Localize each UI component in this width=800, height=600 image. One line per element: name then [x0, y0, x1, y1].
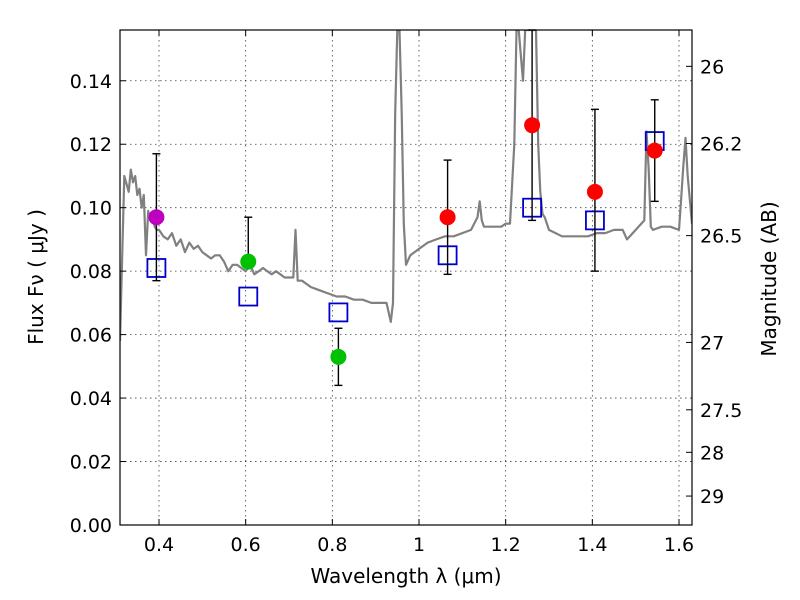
y-tick-label: 0.10	[70, 198, 112, 220]
photometry-point	[586, 183, 603, 200]
model-square-point	[328, 302, 349, 323]
model-square-point	[238, 286, 259, 307]
photometry-point	[148, 209, 165, 226]
mag-tick-label: 26	[700, 56, 724, 78]
tick-labels: 0.4 0.6 0.8 1 1.2 1.4 1.6 0.00 0.02 0.04 0.06 0.08 0…	[70, 56, 743, 556]
y-axis-label: Flux Fν ( μJy )	[24, 209, 48, 345]
y-tick-label: 0.00	[70, 515, 112, 537]
y-axis-right-label: Magnitude (AB)	[757, 201, 781, 356]
mag-tick-label: 26.5	[700, 226, 742, 248]
y-tick-label: 0.06	[70, 325, 112, 347]
x-tick-label: 0.8	[317, 534, 347, 556]
x-tick-label: 1	[413, 534, 425, 556]
model-spectrum-line	[120, 30, 692, 342]
x-tick-label: 0.6	[231, 534, 261, 556]
x-axis-label: Wavelength λ (μm)	[310, 564, 501, 588]
mag-tick-label: 29	[700, 486, 724, 508]
x-tick-label: 0.4	[144, 534, 174, 556]
y-tick-label: 0.14	[70, 71, 112, 93]
plot-frame	[119, 29, 693, 526]
photometry-point	[439, 209, 456, 226]
y-tick-label: 0.08	[70, 261, 112, 283]
y-tick-label: 0.02	[70, 452, 112, 474]
photometry-point	[646, 142, 663, 159]
mag-tick-label: 26.2	[700, 134, 742, 156]
x-tick-label: 1.6	[664, 534, 694, 556]
photometry-point	[524, 117, 541, 134]
axis-ticks	[120, 30, 692, 526]
y-tick-label: 0.04	[70, 388, 112, 410]
spectrum-layer	[120, 30, 692, 342]
data-points-layer	[146, 29, 665, 387]
x-tick-label: 1.2	[491, 534, 521, 556]
mag-tick-label: 27.5	[700, 400, 742, 422]
photometry-point	[240, 253, 257, 270]
mag-tick-label: 27	[700, 332, 724, 354]
photometry-point	[330, 348, 347, 365]
x-tick-label: 1.4	[577, 534, 607, 556]
y-tick-label: 0.12	[70, 134, 112, 156]
mag-tick-label: 28	[700, 442, 724, 464]
